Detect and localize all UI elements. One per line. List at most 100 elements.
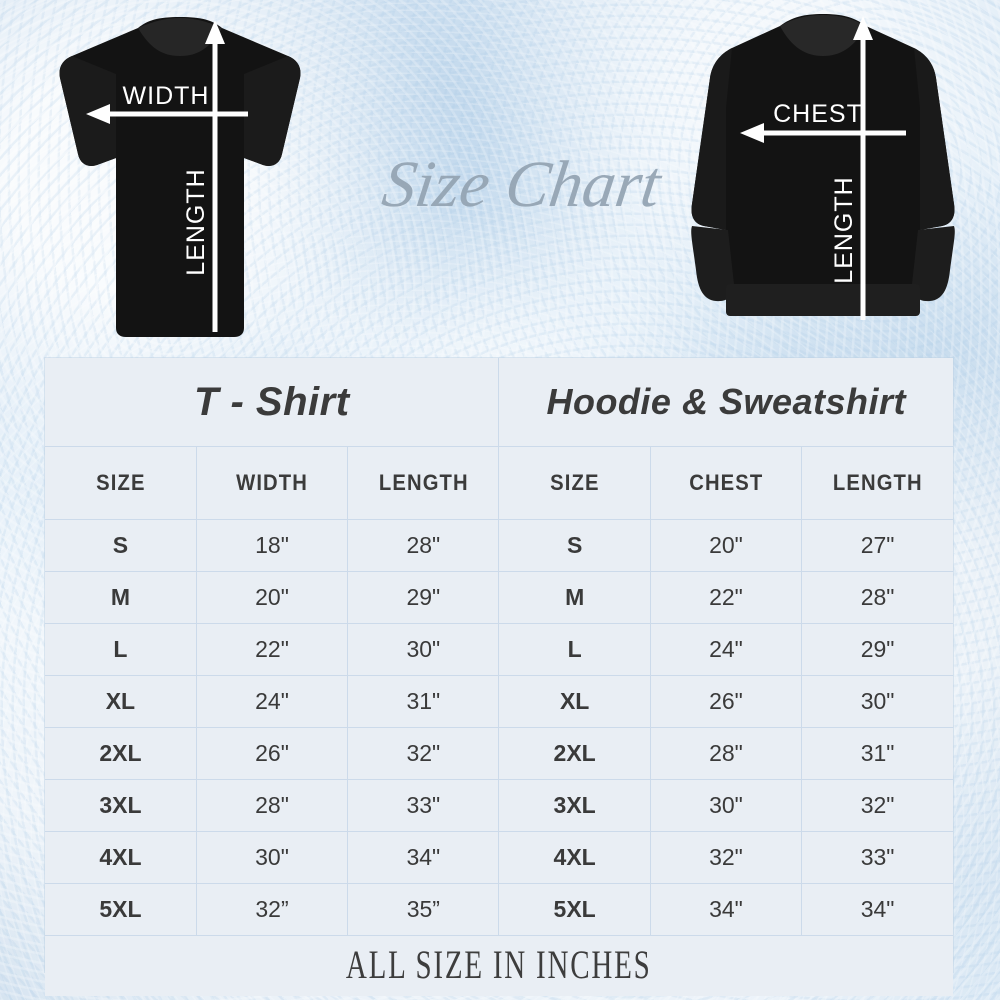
header-cell-right-chest: CHEST [649, 446, 803, 520]
cell-left-size: M [45, 571, 197, 624]
cell-left-length: 30" [347, 623, 500, 676]
header-label: LENGTH [832, 470, 923, 495]
table-row: XL 24" 31" XL 26" 30" [45, 675, 953, 728]
hoodie-length-label: LENGTH [830, 176, 858, 283]
hoodie-left-sleeve [691, 48, 732, 230]
cell-right-chest: 30" [649, 779, 803, 832]
table-row: 5XL 32” 35” 5XL 34" 34" [45, 883, 953, 936]
table-row: 4XL 30" 34" 4XL 32" 33" [45, 831, 953, 884]
cell-right-size: XL [498, 675, 651, 728]
cell-right-chest: 22" [649, 571, 803, 624]
cell-left-length: 28" [347, 519, 500, 572]
table-title-row: T - Shirt Hoodie & Sweatshirt [45, 358, 953, 447]
hoodie-right-sleeve [914, 48, 955, 230]
cell-right-length: 29" [801, 623, 953, 676]
hoodie-left-cuff [691, 226, 734, 302]
hoodie-chest-label: CHEST [773, 100, 863, 128]
header-label: CHEST [688, 470, 764, 495]
tshirt-collar [138, 18, 222, 56]
cell-left-width: 20" [195, 571, 349, 624]
tshirt-width-label: WIDTH [123, 82, 210, 110]
cell-right-length: 30" [801, 675, 953, 728]
tshirt-left-sleeve [59, 56, 116, 166]
hoodie-title: Hoodie & Sweatshirt [546, 381, 907, 422]
cell-right-chest: 32" [649, 831, 803, 884]
hoodie-length-arrow [853, 16, 873, 320]
table-footer-row: ALL SIZE IN INCHES [45, 935, 953, 996]
cell-left-length: 35” [347, 883, 500, 936]
cell-right-length: 33" [801, 831, 953, 884]
header-label: WIDTH [236, 470, 308, 495]
title-cell-hoodie: Hoodie & Sweatshirt [498, 358, 953, 447]
cell-left-length: 32" [347, 727, 500, 780]
size-table-panel: T - Shirt Hoodie & Sweatshirt SIZE WIDTH… [45, 358, 953, 996]
cell-right-chest: 24" [649, 623, 803, 676]
t-shirt-illustration: WIDTH LENGTH [59, 17, 301, 337]
header-cell-left-size: SIZE [45, 446, 197, 520]
cell-right-length: 28" [801, 571, 953, 624]
hoodie-collar [780, 15, 866, 56]
cell-left-size: 4XL [45, 831, 197, 884]
title-cell-tshirt: T - Shirt [45, 358, 500, 447]
cell-left-width: 30" [195, 831, 349, 884]
header-label: SIZE [549, 470, 600, 495]
cell-right-length: 34" [801, 883, 953, 936]
cell-left-width: 18" [195, 519, 349, 572]
cell-left-size: 3XL [45, 779, 197, 832]
tshirt-length-label: LENGTH [182, 168, 210, 275]
tshirt-width-arrow [86, 104, 248, 124]
cell-left-length: 31" [347, 675, 500, 728]
table-row: L 22" 30" L 24" 29" [45, 623, 953, 676]
cell-left-width: 32” [195, 883, 349, 936]
cell-right-chest: 28" [649, 727, 803, 780]
cell-left-length: 34" [347, 831, 500, 884]
cell-right-size: 5XL [498, 883, 651, 936]
cell-right-length: 31" [801, 727, 953, 780]
size-table: T - Shirt Hoodie & Sweatshirt SIZE WIDTH… [45, 358, 953, 996]
table-row: S 18" 28" S 20" 27" [45, 519, 953, 572]
cell-right-chest: 26" [649, 675, 803, 728]
cell-left-width: 28" [195, 779, 349, 832]
cell-left-width: 22" [195, 623, 349, 676]
cell-right-length: 27" [801, 519, 953, 572]
hoodie-sweatshirt-illustration: CHEST LENGTH [691, 14, 955, 320]
tshirt-title: T - Shirt [193, 379, 350, 424]
hoodie-chest-arrow [740, 123, 906, 143]
hoodie-right-cuff [912, 226, 955, 302]
header-cell-right-size: SIZE [498, 446, 651, 520]
hoodie-hem [726, 284, 920, 316]
header-cell-right-length: LENGTH [801, 446, 953, 520]
footer-cell: ALL SIZE IN INCHES [45, 935, 953, 996]
cell-right-size: 4XL [498, 831, 651, 884]
cell-right-size: M [498, 571, 651, 624]
cell-right-length: 32" [801, 779, 953, 832]
cell-right-size: S [498, 519, 651, 572]
footer-note: ALL SIZE IN INCHES [346, 943, 652, 988]
cell-left-size: L [45, 623, 197, 676]
cell-right-chest: 20" [649, 519, 803, 572]
cell-right-size: L [498, 623, 651, 676]
tshirt-body [59, 17, 301, 337]
cell-left-length: 29" [347, 571, 500, 624]
tshirt-length-arrow [205, 20, 225, 332]
header-label: SIZE [95, 470, 146, 495]
cell-right-size: 2XL [498, 727, 651, 780]
hoodie-body [691, 14, 955, 306]
cell-left-length: 33" [347, 779, 500, 832]
tshirt-right-sleeve [244, 56, 301, 166]
cell-left-size: XL [45, 675, 197, 728]
cell-right-size: 3XL [498, 779, 651, 832]
table-row: 3XL 28" 33" 3XL 30" 32" [45, 779, 953, 832]
header-label: LENGTH [378, 470, 469, 495]
cell-left-size: 2XL [45, 727, 197, 780]
cell-left-width: 26" [195, 727, 349, 780]
cell-left-size: 5XL [45, 883, 197, 936]
table-header-row: SIZE WIDTH LENGTH SIZE CHEST LENGTH [45, 446, 953, 520]
table-row: 2XL 26" 32" 2XL 28" 31" [45, 727, 953, 780]
header-cell-left-width: WIDTH [195, 446, 349, 520]
cell-right-chest: 34" [649, 883, 803, 936]
table-row: M 20" 29" M 22" 28" [45, 571, 953, 624]
cell-left-size: S [45, 519, 197, 572]
header-cell-left-length: LENGTH [347, 446, 500, 520]
